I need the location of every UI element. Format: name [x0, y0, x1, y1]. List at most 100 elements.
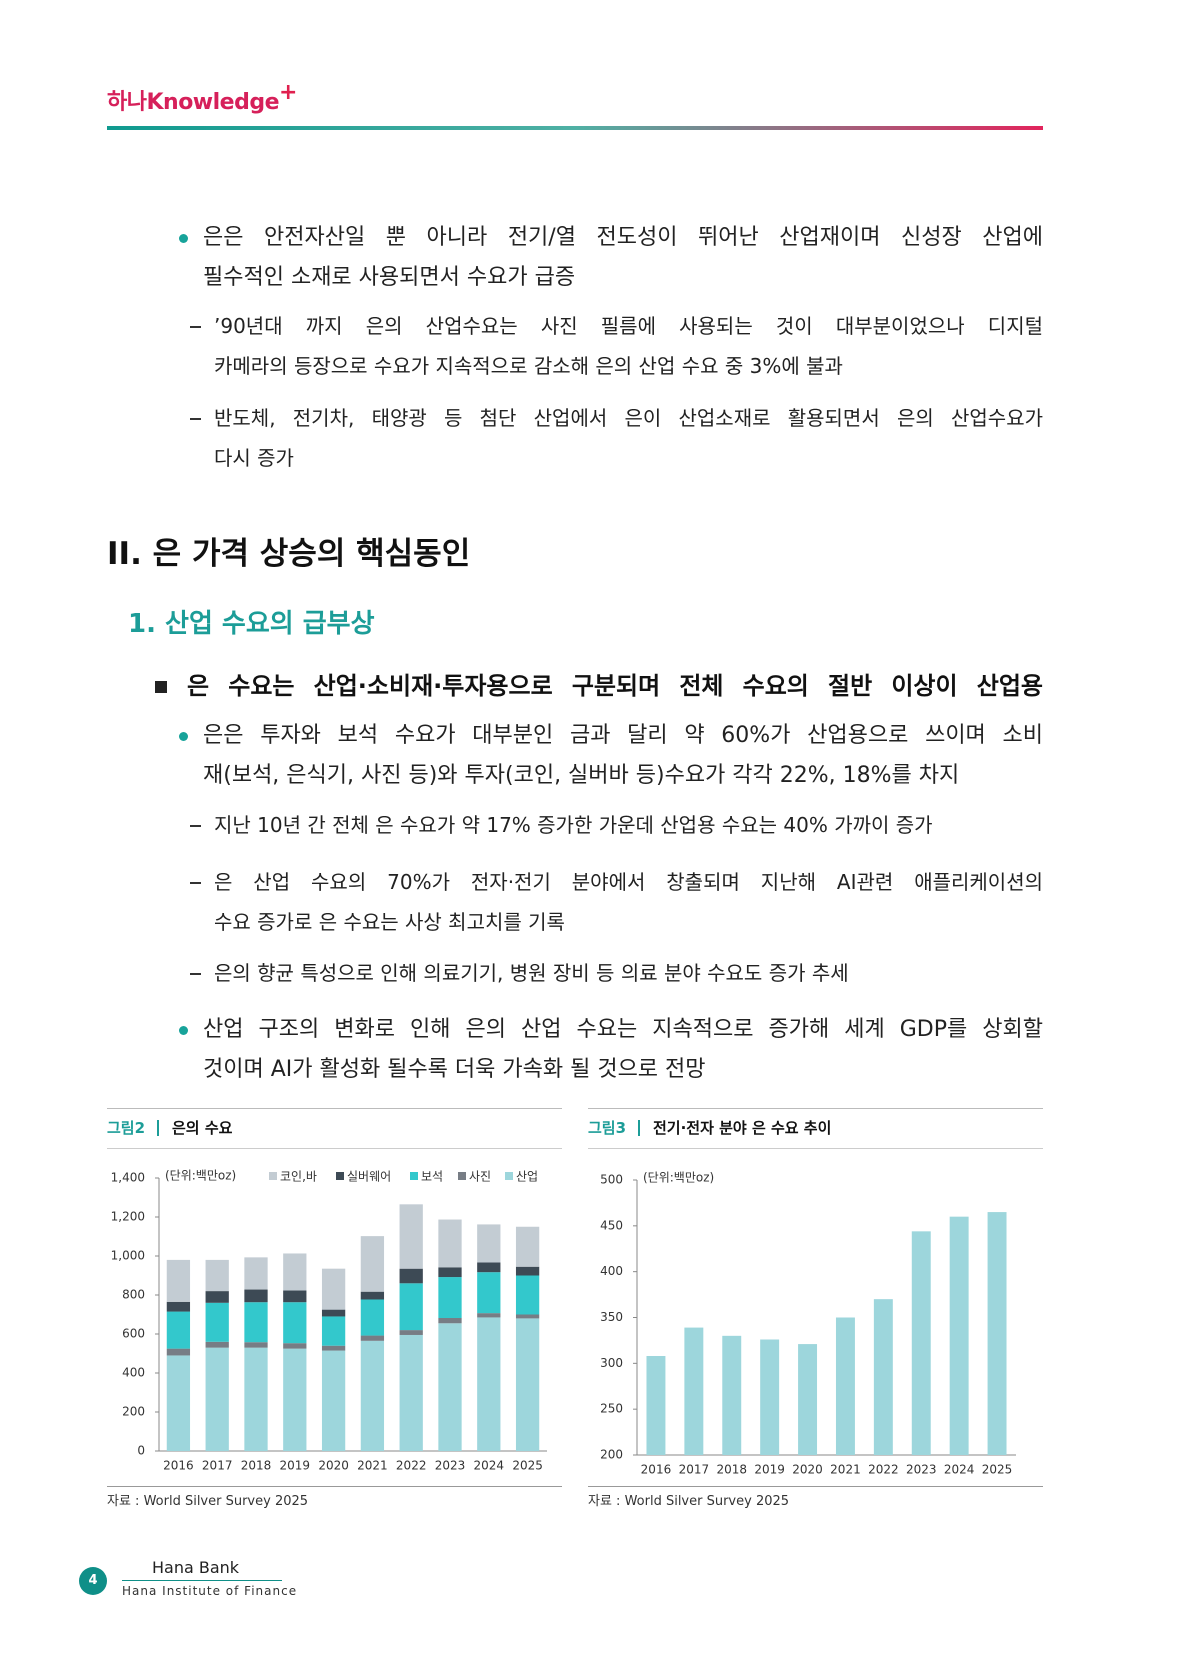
y-tick-label: 250 [600, 1402, 623, 1416]
bar-segment [438, 1267, 462, 1278]
bar-segment [360, 1335, 385, 1341]
text-line: 은 수요는 산업·소비재·투자용으로 구분되며 전체 수요의 절반 이상이 산업… [187, 672, 1043, 700]
figure-label: 그림2 [107, 1119, 146, 1137]
bar-segment [283, 1348, 307, 1451]
figure-rule [107, 1486, 562, 1487]
bar-segment [477, 1317, 501, 1451]
heading: II. 은 가격 상승의 핵심동인 [107, 536, 471, 572]
bar [987, 1212, 1007, 1455]
chart: 200 250 300 350 400 450 500 (단위:백만oz) 2016 2017 20… [600, 1171, 1016, 1477]
footer-institute: Hana Institute of Finance [122, 1584, 298, 1598]
x-tick-label: 2016 [163, 1459, 194, 1473]
y-tick-label: 400 [600, 1264, 623, 1278]
legend-swatch [336, 1172, 344, 1180]
y-tick-label: 1,200 [111, 1210, 145, 1224]
bar-segment [399, 1204, 423, 1269]
bar-segment [205, 1347, 229, 1451]
text-line: 지난 10년 간 전체 은 수요가 약 17% 증가한 가운데 산업용 수요는 … [214, 813, 933, 837]
bar-segment [205, 1341, 229, 1348]
bar-segment [438, 1277, 462, 1319]
x-tick-label: 2018 [716, 1463, 747, 1477]
bullet-square [155, 681, 167, 693]
figure-separator [638, 1120, 640, 1136]
logo-text: 하나Knowledge [107, 90, 280, 115]
heading: 1. 산업 수요의 급부상 [128, 609, 375, 639]
legend-label: 산업 [516, 1170, 538, 1184]
bar-segment [515, 1266, 540, 1276]
x-tick-label: 2022 [868, 1463, 899, 1477]
x-tick-label: 2019 [754, 1463, 785, 1477]
bar-segment [321, 1350, 346, 1451]
figure-rule [588, 1108, 1043, 1109]
bar [911, 1231, 931, 1455]
bar-segment [283, 1343, 307, 1349]
bar-segment [515, 1314, 540, 1319]
bar-segment [321, 1268, 346, 1310]
x-tick-label: 2025 [982, 1463, 1013, 1477]
text-line: 은은 안전자산일 뿐 아니라 전기/열 전도성이 뛰어난 산업재이며 신성장 산… [203, 225, 1043, 250]
bar-segment [438, 1318, 462, 1324]
legend-swatch [458, 1172, 466, 1180]
bar-segment [515, 1275, 540, 1315]
x-tick-label: 2024 [474, 1459, 505, 1473]
y-tick-label: 200 [122, 1405, 145, 1419]
legend-swatch [505, 1172, 513, 1180]
bullet-dash [190, 326, 201, 328]
text-line: 은의 향균 특성으로 인해 의료기기, 병원 장비 등 의료 분야 수요도 증가… [214, 961, 849, 985]
bar-segment [477, 1224, 501, 1263]
figure-label: 그림3 [588, 1119, 627, 1137]
y-tick-label: 0 [137, 1444, 145, 1458]
bar-segment [399, 1283, 423, 1331]
bar [760, 1339, 780, 1455]
unit-label: (단위:백만oz) [643, 1171, 714, 1185]
figure-rule [588, 1486, 1043, 1487]
y-tick-label: 800 [122, 1288, 145, 1302]
bullet-dot [179, 732, 188, 741]
bullet-dot [179, 1026, 188, 1035]
bar-segment [166, 1355, 191, 1451]
bar-segment [244, 1342, 268, 1348]
bullet-dash [190, 973, 201, 975]
x-tick-label: 2025 [512, 1459, 543, 1473]
bullet-dash [190, 825, 201, 827]
bar-segment [166, 1259, 191, 1302]
text-line: 재(보석, 은식기, 사진 등)와 투자(코인, 실버바 등)수요가 각각 22… [203, 763, 960, 788]
bar-segment [244, 1289, 268, 1303]
figure-separator [157, 1120, 159, 1136]
bar-segment [515, 1226, 540, 1267]
text-line: 은 산업 수요의 70%가 전자·전기 분야에서 창출되며 지난해 AI관련 애… [214, 870, 1043, 894]
bar-segment [399, 1268, 423, 1284]
x-tick-label: 2020 [792, 1463, 823, 1477]
page-number: 4 [79, 1567, 107, 1595]
bar-segment [360, 1340, 385, 1451]
bar-segment [321, 1345, 346, 1351]
figure-rule [588, 1148, 1043, 1149]
y-tick-label: 1,000 [111, 1249, 145, 1263]
legend-swatch [410, 1172, 418, 1180]
x-tick-label: 2023 [435, 1459, 466, 1473]
text-line: 은은 투자와 보석 수요가 대부분인 금과 달리 약 60%가 산업용으로 쓰이… [203, 723, 1043, 748]
bar-segment [166, 1348, 191, 1356]
bar [949, 1216, 969, 1455]
bar-segment [244, 1347, 268, 1451]
bar [646, 1356, 666, 1455]
bar-segment [360, 1236, 385, 1292]
bar-segment [321, 1309, 346, 1317]
text-line: 것이며 AI가 활성화 될수록 더욱 가속화 될 것으로 전망 [203, 1057, 706, 1082]
bar-segment [244, 1257, 268, 1290]
x-tick-label: 2023 [906, 1463, 937, 1477]
bar-segment [166, 1301, 191, 1312]
figure-title: 은의 수요 [172, 1119, 233, 1137]
figure-title: 전기·전자 분야 은 수요 추이 [653, 1119, 832, 1137]
bar [835, 1317, 855, 1455]
bar-segment [321, 1316, 346, 1346]
bar-segment [283, 1290, 307, 1303]
bar-segment [438, 1323, 462, 1451]
bar-segment [477, 1262, 501, 1273]
x-tick-label: 2017 [679, 1463, 710, 1477]
logo: 하나Knowledge+ [107, 80, 297, 116]
bullet-dash [190, 882, 201, 884]
legend-label: 사진 [469, 1170, 491, 1184]
bar [873, 1299, 893, 1455]
